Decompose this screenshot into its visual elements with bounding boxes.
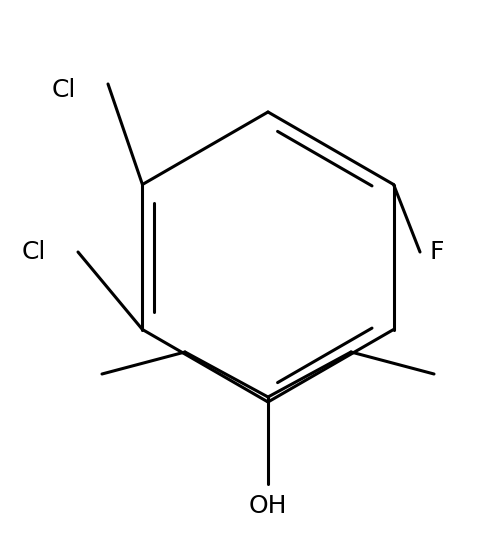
Text: F: F bbox=[430, 240, 445, 264]
Text: Cl: Cl bbox=[22, 240, 46, 264]
Text: OH: OH bbox=[249, 494, 287, 518]
Text: Cl: Cl bbox=[52, 78, 76, 102]
